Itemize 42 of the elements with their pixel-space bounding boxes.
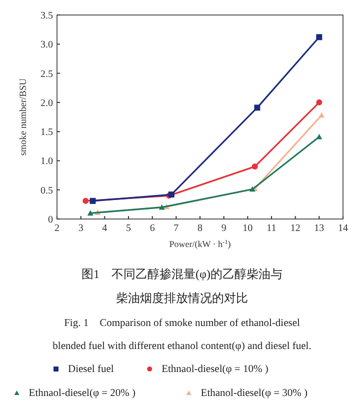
x-tick-label: 5 [126, 223, 131, 234]
x-tick-label: 11 [266, 223, 276, 234]
y-tick-label: 3.5 [40, 10, 53, 22]
point [82, 198, 89, 204]
point [158, 204, 165, 210]
y-tick-label: 0.5 [40, 185, 53, 196]
x-tick-label: 12 [290, 223, 300, 234]
y-tick-label: 1.5 [40, 127, 53, 138]
y-tick-label: 3.0 [40, 40, 53, 51]
x-tick-label: 14 [338, 223, 348, 234]
text: 柴油烟度排放情况的对比 [116, 291, 248, 305]
point [87, 210, 94, 216]
legend-label: Diesel fuel [68, 364, 114, 375]
x-tick-label: 10 [242, 223, 253, 234]
x-tick-label: 13 [314, 223, 324, 234]
point [90, 198, 96, 204]
point [316, 134, 322, 140]
point [318, 112, 325, 118]
caption: 图1 不同乙醇掺混量(φ)的乙醇柴油与 [82, 267, 282, 281]
x-tick-label: 6 [150, 223, 155, 234]
point [316, 34, 322, 40]
x-tick-label: 8 [198, 223, 202, 234]
point [249, 186, 256, 192]
y-tick-label: 0 [48, 214, 53, 226]
y-tick-label: 2.0 [40, 98, 53, 109]
legend-label: Ethanol-diesel(φ = 30% ) [200, 388, 308, 399]
x-tick-label: 4 [102, 223, 108, 234]
x-tick-label: 3 [78, 223, 84, 234]
point [254, 104, 260, 111]
legend-label: Ethnaol-diesel(φ = 20% ) [28, 388, 136, 399]
x-tick-label: 7 [174, 223, 179, 234]
legend-label: Ethnaol-diesel(φ = 10% ) [162, 364, 269, 375]
y-axis-title: smoke number/BSU [19, 78, 29, 156]
x-tick-label: 9 [221, 223, 226, 234]
point [316, 99, 322, 106]
y-tick-label: 2.5 [40, 68, 53, 80]
x-axis-title: Power/(kW · h$^{-1}$) [169, 238, 231, 249]
caption: Fig. 1 Comparison of smoke number of ethanol-diesel [64, 318, 300, 329]
point [252, 164, 258, 170]
x-tick-label: 2 [54, 223, 60, 234]
y-tick-label: 1.0 [40, 156, 53, 168]
text: blended fuel with different ethanol content(φ) and diesel fuel. [52, 341, 312, 352]
